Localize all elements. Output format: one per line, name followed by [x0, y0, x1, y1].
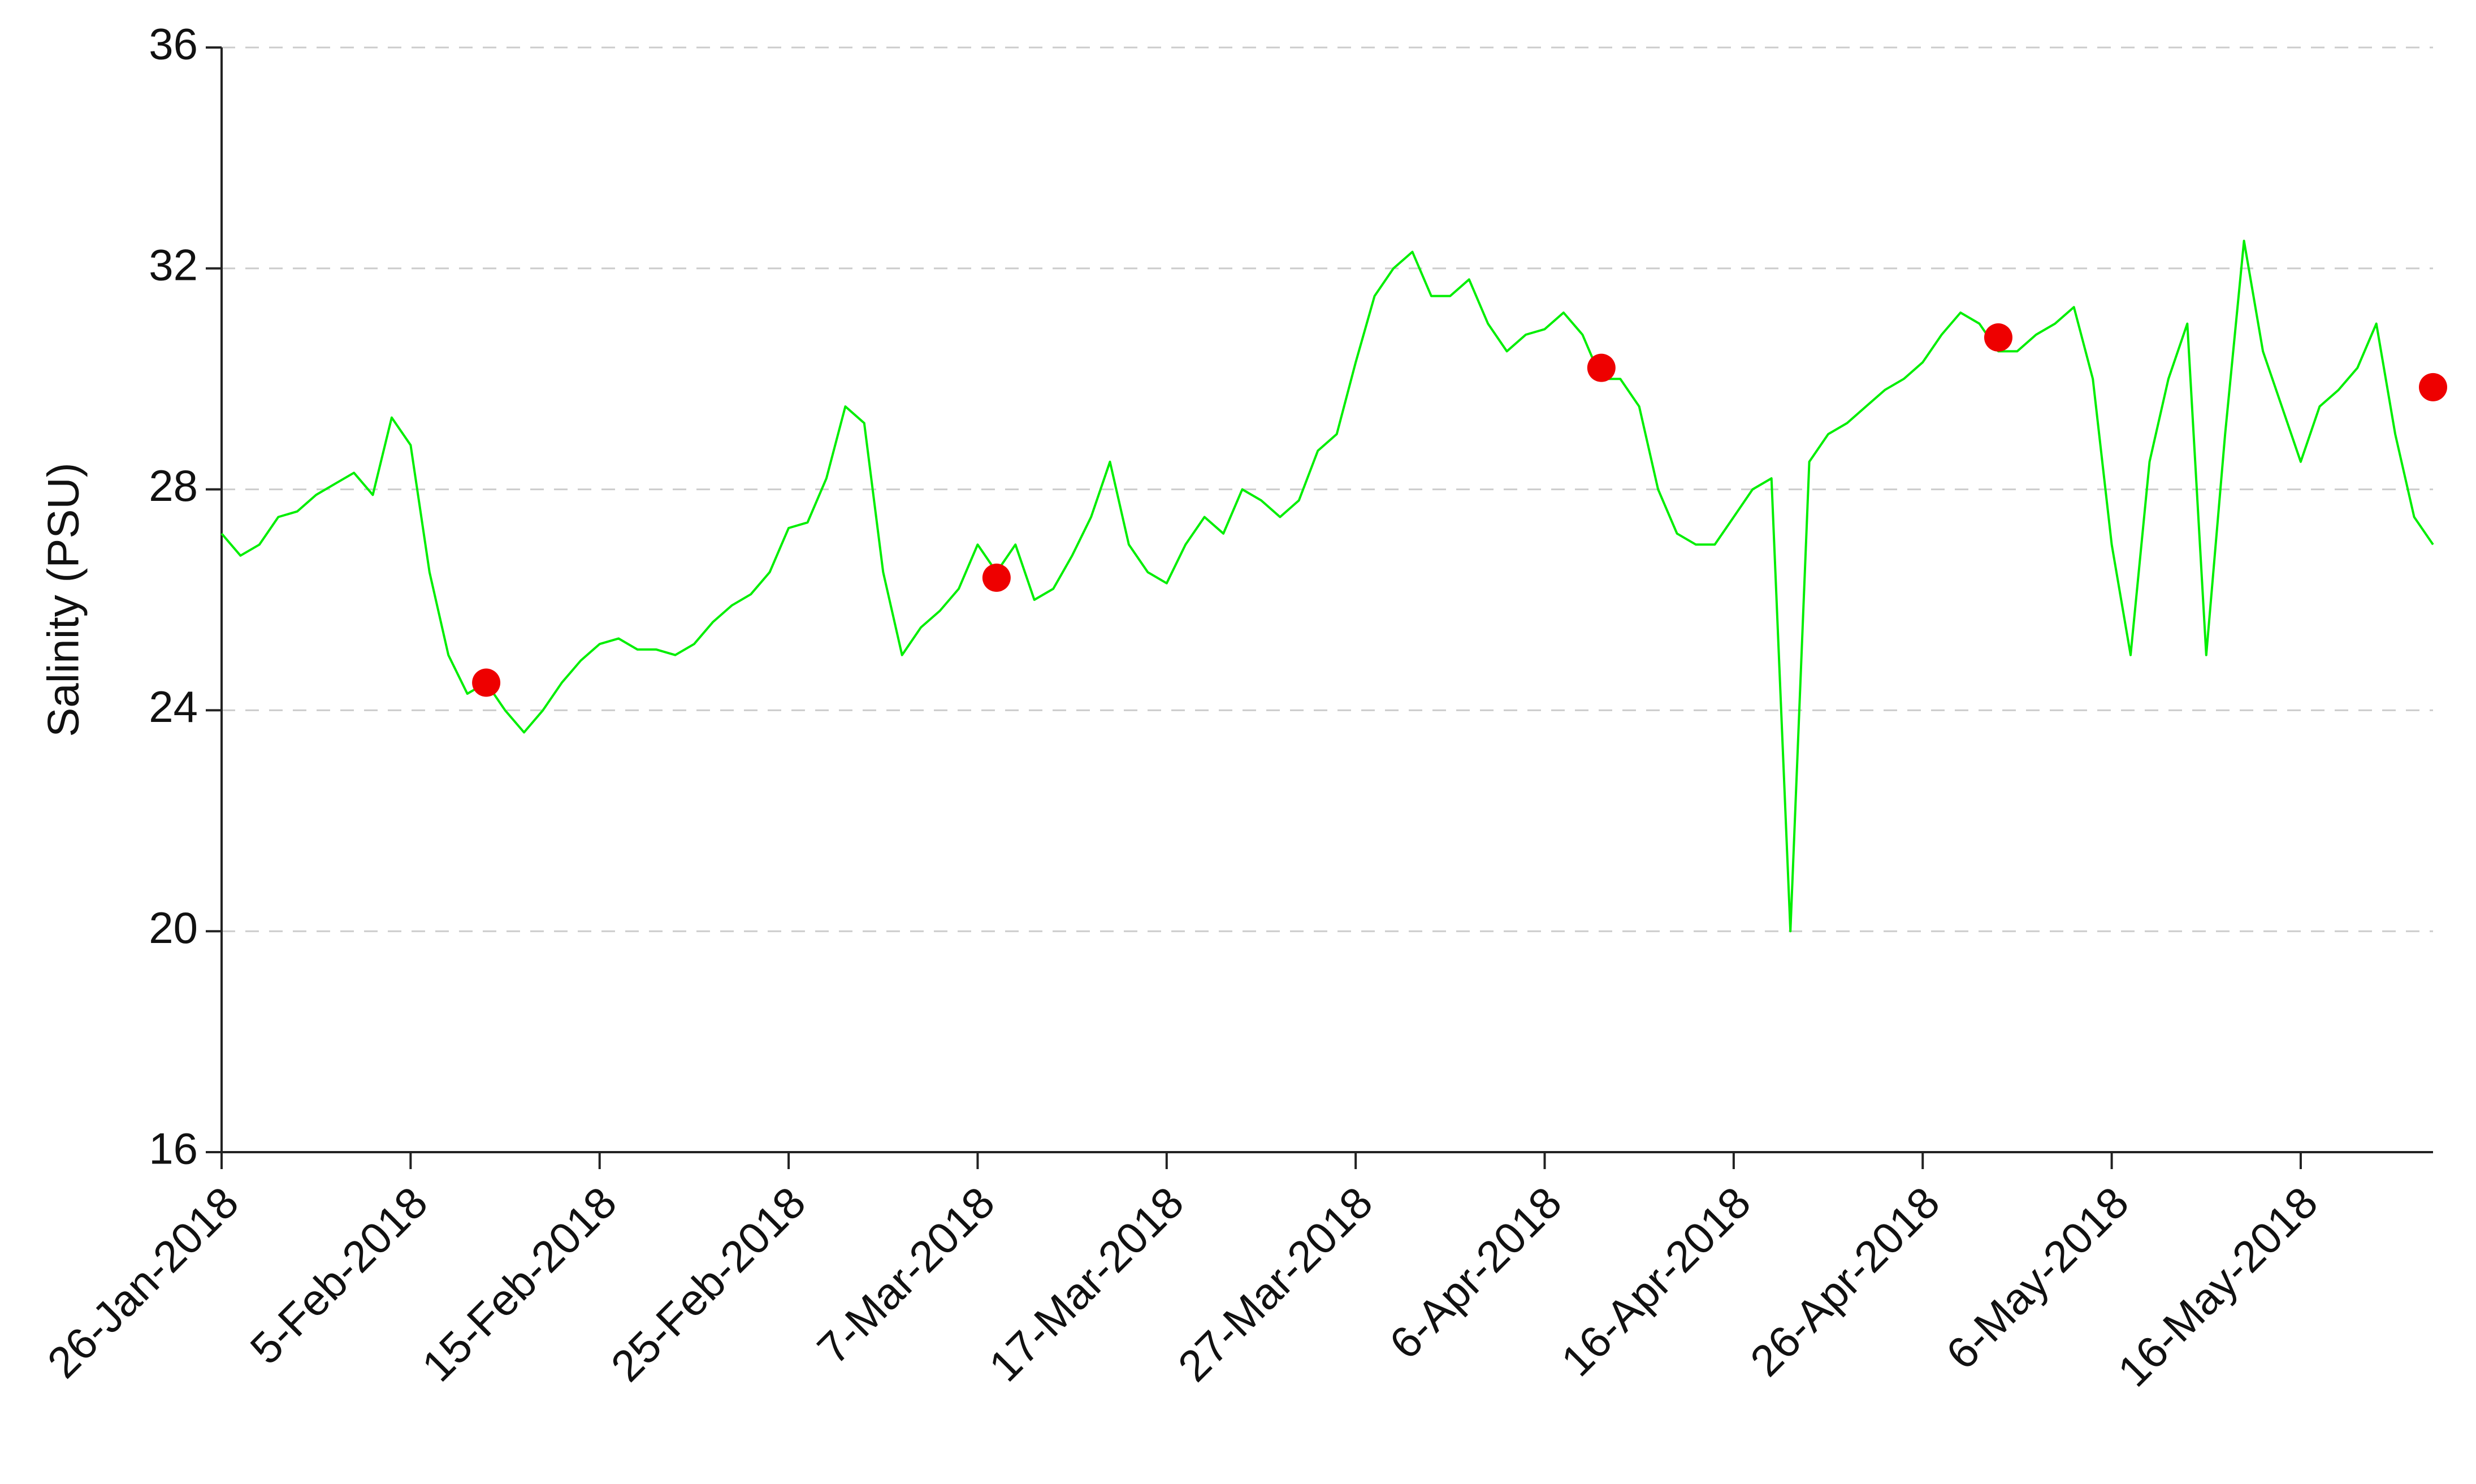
y-tick-label: 32 — [149, 240, 198, 289]
sample-point — [2419, 373, 2447, 401]
y-tick-label: 28 — [149, 461, 198, 510]
y-tick-label: 20 — [149, 903, 198, 953]
sample-point — [1984, 323, 2012, 352]
sample-point — [982, 563, 1011, 592]
salinity-line — [220, 240, 2434, 933]
sample-point — [472, 668, 501, 697]
sample-point — [1587, 353, 1616, 382]
y-tick-label: 16 — [149, 1124, 198, 1174]
y-tick-label: 36 — [149, 19, 198, 69]
y-tick-label: 24 — [149, 682, 198, 732]
y-axis-label: Salinity (PSU) — [38, 462, 88, 737]
